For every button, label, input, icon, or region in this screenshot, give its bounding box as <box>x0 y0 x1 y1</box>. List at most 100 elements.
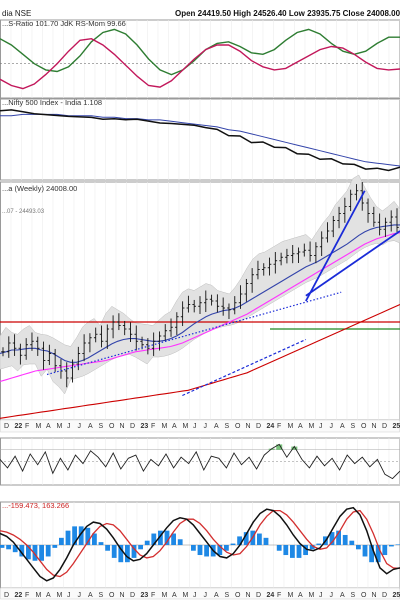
macd-histogram-bar <box>52 545 57 548</box>
x-axis-tick-label: D <box>130 423 135 430</box>
x-axis-tick-label: S <box>99 423 104 430</box>
macd-x-axis-tick-label: D <box>4 592 9 599</box>
macd-x-axis-tick-label: M <box>36 592 42 599</box>
macd-x-axis-tick-label: N <box>372 592 377 599</box>
macd-histogram-bar <box>112 545 117 558</box>
x-axis-tick-label: A <box>46 423 51 430</box>
macd-x-axis-tick-label: J <box>193 592 197 599</box>
macd-x-axis-tick-label: D <box>130 592 135 599</box>
macd-histogram-bar <box>396 544 400 545</box>
x-axis-tick-label: N <box>372 423 377 430</box>
x-axis-tick-label: J <box>67 423 71 430</box>
macd-histogram-bar <box>66 531 71 545</box>
x-axis-tick-label: J <box>204 423 208 430</box>
price-panel-title: ...a (Weekly) 24008.00 <box>2 184 77 193</box>
x-axis-tick-label: S <box>225 423 230 430</box>
macd-histogram-bar <box>125 545 130 562</box>
macd-x-axis-tick-label: A <box>298 592 303 599</box>
macd-histogram-bar <box>343 535 348 545</box>
x-axis-tick-label: A <box>172 423 177 430</box>
macd-histogram-bar <box>297 545 302 558</box>
macd-x-axis-tick-label: M <box>162 592 168 599</box>
x-axis-tick-label: F <box>277 423 281 430</box>
x-axis-tick-label: M <box>57 423 63 430</box>
macd-histogram-bar <box>198 545 203 555</box>
x-axis-tick-label: A <box>88 423 93 430</box>
macd-x-axis-tick-label: J <box>319 592 323 599</box>
macd-histogram-bar <box>257 534 262 545</box>
macd-histogram-bar <box>349 541 354 545</box>
macd-x-axis-tick-label: S <box>99 592 104 599</box>
x-axis-tick-label: J <box>193 423 197 430</box>
macd-x-axis-tick-label: D <box>382 592 387 599</box>
x-axis-tick-label: M <box>288 423 294 430</box>
macd-x-axis-tick-label: F <box>25 592 29 599</box>
macd-x-axis-tick-label: 22 <box>15 592 23 599</box>
ohlc-readout: Open 24419.50 High 24526.40 Low 23935.75… <box>175 9 400 18</box>
x-axis-tick-label: M <box>183 423 189 430</box>
macd-x-axis-tick-label: O <box>235 592 241 599</box>
macd-x-axis-tick-label: A <box>214 592 219 599</box>
macd-x-axis-tick-label: J <box>204 592 208 599</box>
x-axis-tick-label: N <box>120 423 125 430</box>
macd-histogram-bar <box>283 545 288 555</box>
x-axis-tick-label: D <box>382 423 387 430</box>
x-axis-tick-label: A <box>298 423 303 430</box>
macd-histogram-bar <box>316 544 321 545</box>
x-axis-tick-label: M <box>162 423 168 430</box>
macd-x-axis-tick-label: 25 <box>393 592 400 599</box>
x-axis-tick-label: 25 <box>393 423 400 430</box>
macd-histogram-bar <box>264 538 269 545</box>
macd-x-axis-tick-label: D <box>256 592 261 599</box>
macd-x-axis-tick-label: S <box>225 592 230 599</box>
relative-strength-panel-title: ...Nifty 500 Index - India 1.108 <box>2 98 102 107</box>
macd-histogram-bar <box>99 542 104 545</box>
macd-x-axis-tick-label: M <box>183 592 189 599</box>
macd-x-axis-tick-label: A <box>46 592 51 599</box>
macd-histogram-bar <box>178 539 183 545</box>
x-axis-tick-label: 23 <box>141 423 149 430</box>
macd-histogram-bar <box>231 544 236 545</box>
x-axis-tick-label: M <box>36 423 42 430</box>
macd-histogram-bar <box>356 545 361 549</box>
x-axis-tick-label: F <box>25 423 29 430</box>
x-axis-tick-label: J <box>330 423 334 430</box>
macd-x-axis-tick-label: N <box>120 592 125 599</box>
macd-x-axis-tick-label: M <box>309 592 315 599</box>
x-axis-tick-label: N <box>246 423 251 430</box>
macd-x-axis-tick-label: A <box>172 592 177 599</box>
macd-histogram-bar <box>277 545 282 551</box>
macd-histogram-bar <box>290 545 295 558</box>
macd-x-axis-tick-label: A <box>88 592 93 599</box>
macd-x-axis-tick-label: A <box>340 592 345 599</box>
macd-histogram-bar <box>138 545 143 549</box>
macd-x-axis-tick-label: M <box>288 592 294 599</box>
macd-x-axis-tick-label: 24 <box>267 592 275 599</box>
x-axis-tick-label: A <box>214 423 219 430</box>
x-axis-tick-label: J <box>319 423 323 430</box>
x-axis-tick-label: F <box>151 423 155 430</box>
macd-x-axis-tick-label: N <box>246 592 251 599</box>
macd-histogram-bar <box>363 545 368 556</box>
price-panel-subtitle: ...07 - 24493.03 <box>2 209 45 215</box>
macd-histogram-bar <box>382 545 387 555</box>
macd-histogram-bar <box>6 545 11 549</box>
macd-histogram-bar <box>39 545 44 561</box>
macd-x-axis-tick-label: O <box>109 592 115 599</box>
x-axis-tick-label: A <box>340 423 345 430</box>
macd-x-axis-tick-label: J <box>78 592 82 599</box>
macd-histogram-bar <box>59 538 64 545</box>
macd-histogram-bar <box>389 545 394 546</box>
x-axis-tick-label: 24 <box>267 423 275 430</box>
macd-histogram-bar <box>105 545 110 551</box>
macd-histogram-bar <box>46 545 51 556</box>
x-axis-tick-label: J <box>78 423 82 430</box>
macd-x-axis-tick-label: S <box>351 592 356 599</box>
rrg-panel-title: ...S-Ratio 101.70 JdK RS-Mom 99.66 <box>2 19 126 28</box>
macd-histogram-bar <box>145 541 150 545</box>
macd-x-axis-tick-label: M <box>57 592 63 599</box>
macd-histogram-bar <box>0 545 4 548</box>
symbol-label: dia NSE <box>2 9 31 18</box>
